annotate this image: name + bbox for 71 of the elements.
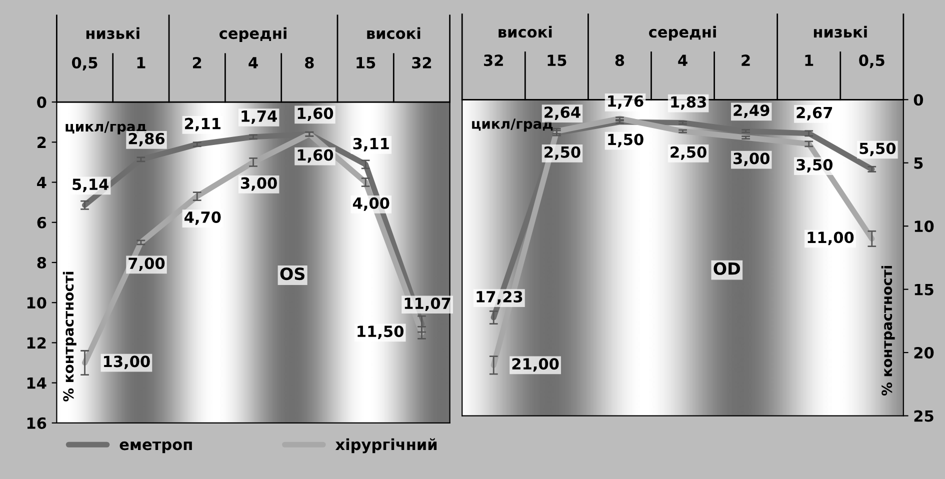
data-label: 2,67	[796, 106, 832, 120]
y-tick-label: 8	[37, 256, 46, 269]
x-tick-label: 15	[548, 54, 566, 66]
y-tick-label: 5	[914, 158, 923, 169]
x-tick-label: 32	[412, 56, 432, 69]
text: середні	[219, 27, 286, 42]
data-label: 5,50	[860, 142, 896, 156]
x-tick-label: 4	[678, 54, 688, 66]
y-tick-label: 6	[37, 216, 46, 228]
legend-label: еметроп	[120, 441, 192, 454]
data-label: 2,50	[544, 146, 580, 160]
text: середні	[648, 26, 716, 41]
y-tick-label: 15	[914, 284, 934, 296]
data-label: 1,83	[671, 96, 706, 110]
y-tick-label: 0	[37, 96, 46, 108]
x-tick-label: 8	[615, 54, 624, 66]
data-label: 11,50	[358, 326, 404, 340]
y-axis-title: % контрастності	[62, 272, 76, 402]
data-label: 3,11	[353, 138, 389, 152]
y-tick-label: 16	[27, 417, 46, 429]
x-tick-label: 2	[742, 54, 750, 66]
x-tick-label: 0,5	[859, 54, 884, 68]
data-label: 2,50	[670, 146, 706, 160]
data-label: 11,00	[808, 232, 854, 246]
y-axis-title: % контрастності	[881, 266, 895, 396]
y-tick-label: 4	[37, 176, 46, 188]
data-label: 2,49	[734, 104, 770, 118]
x-tick-label: 1	[137, 57, 146, 68]
data-label: 11,07	[404, 298, 450, 312]
text: OD	[714, 262, 740, 275]
x-tick-label: 0,5	[72, 56, 98, 70]
y-tick-label: 20	[914, 347, 934, 359]
data-label: 3,00	[240, 177, 277, 191]
y-tick-label: 14	[27, 378, 46, 389]
data-label: 21,00	[512, 358, 559, 372]
x-axis-title: цикл/град	[66, 121, 146, 134]
text: низькі	[814, 26, 867, 38]
data-label: 1,60	[298, 108, 334, 122]
text: високі	[498, 26, 552, 38]
data-label: 2,11	[185, 118, 220, 132]
data-label: 3,50	[796, 158, 833, 172]
text: низькі	[86, 27, 140, 40]
x-tick-label: 4	[248, 57, 258, 68]
legend-label: хірургічний	[335, 438, 437, 454]
x-tick-label: 8	[305, 56, 314, 69]
data-label: 1,60	[298, 149, 334, 163]
data-label: 4,70	[184, 211, 221, 225]
data-label: 2,86	[128, 132, 165, 146]
y-tick-label: 0	[914, 94, 924, 106]
text: високі	[367, 27, 420, 40]
text: OS	[280, 267, 304, 280]
x-tick-label: 15	[356, 57, 376, 69]
data-label: 1,50	[608, 134, 644, 148]
data-label: 7,00	[128, 258, 165, 272]
x-tick-label: 2	[192, 56, 202, 68]
data-label: 5,14	[72, 178, 108, 192]
y-tick-label: 10	[914, 220, 934, 232]
x-axis-title: цикл/град	[472, 118, 553, 132]
y-tick-label: 10	[27, 297, 46, 309]
y-tick-label: 12	[27, 337, 46, 349]
data-label: 1,74	[242, 110, 277, 124]
data-label: 3,00	[734, 152, 770, 166]
y-tick-label: 25	[914, 410, 934, 422]
data-label: 4,00	[352, 197, 390, 211]
data-label: 17,23	[476, 290, 522, 304]
data-label: 2,64	[544, 106, 580, 120]
y-tick-label: 2	[38, 136, 46, 148]
data-label: 1,76	[608, 95, 644, 109]
data-label: 13,00	[104, 356, 150, 370]
x-tick-label: 32	[484, 54, 503, 66]
x-tick-label: 1	[805, 54, 814, 66]
